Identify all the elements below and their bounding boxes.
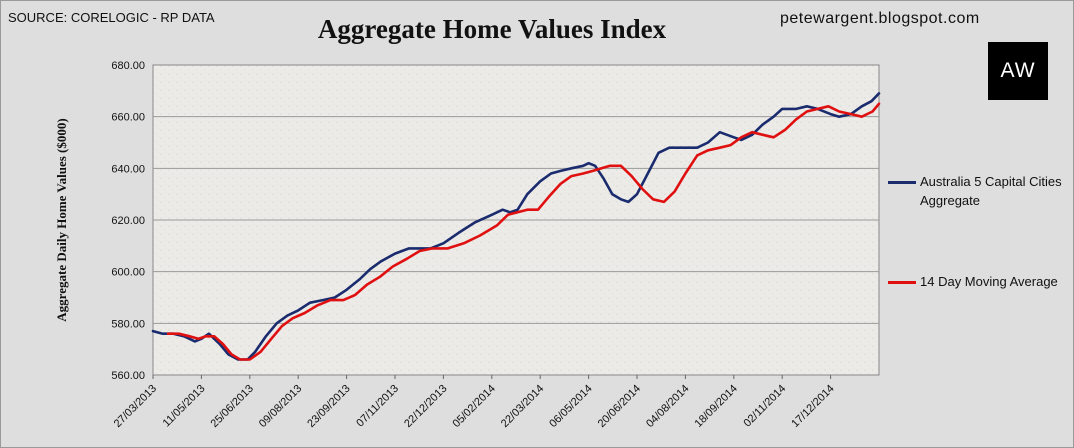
y-tick-label: 560.00 bbox=[111, 370, 145, 382]
x-tick-label: 04/08/2014 bbox=[644, 383, 691, 430]
y-tick-label: 640.00 bbox=[111, 163, 145, 175]
x-tick-label: 22/12/2013 bbox=[402, 383, 449, 430]
chart-title: Aggregate Home Values Index bbox=[317, 14, 667, 44]
y-tick-label: 600.00 bbox=[111, 267, 145, 279]
x-tick-label: 20/06/2014 bbox=[596, 383, 643, 430]
x-tick-label: 02/11/2014 bbox=[741, 383, 788, 430]
x-tick-label: 09/08/2013 bbox=[257, 383, 304, 430]
x-tick-label: 11/05/2013 bbox=[161, 383, 208, 430]
grid-lines bbox=[153, 116, 879, 324]
legend-swatch-avg bbox=[888, 281, 916, 284]
x-tick-label: 25/06/2013 bbox=[209, 383, 256, 430]
x-tick-label: 18/09/2014 bbox=[693, 383, 740, 430]
blog-url: petewargent.blogspot.com bbox=[780, 10, 980, 27]
source-note: SOURCE: CORELOGIC - RP DATA bbox=[8, 10, 215, 25]
aw-logo: AW bbox=[988, 42, 1048, 100]
x-tick-label: 23/09/2013 bbox=[305, 383, 352, 430]
y-tick-label: 620.00 bbox=[111, 215, 145, 227]
legend-swatch-main bbox=[888, 181, 916, 184]
series-layer bbox=[151, 92, 881, 361]
x-tick-label: 07/11/2013 bbox=[354, 383, 401, 430]
y-tick-label: 580.00 bbox=[111, 318, 145, 330]
legend-label-avg: 14 Day Moving Average bbox=[920, 274, 1058, 289]
y-tick-label: 680.00 bbox=[111, 60, 145, 72]
y-axis-ticks: 560.00 580.00 600.00 620.00 640.00 660.00 680.… bbox=[111, 60, 145, 382]
y-axis-label: Aggregate Daily Home Values ($000) bbox=[54, 118, 69, 321]
x-tick-label: 22/03/2014 bbox=[499, 383, 546, 430]
x-tick-label: 05/02/2014 bbox=[451, 383, 498, 430]
x-tick-label: 27/03/2013 bbox=[112, 383, 159, 430]
x-tick-label: 17/12/2014 bbox=[789, 383, 836, 430]
series-line-avg bbox=[166, 102, 881, 361]
series-line-main bbox=[151, 92, 881, 361]
x-tick-label: 06/05/2014 bbox=[547, 383, 594, 430]
x-axis-ticks: 27/03/2013 11/05/2013 25/06/2013 09/08/2013… bbox=[112, 375, 837, 430]
y-tick-label: 660.00 bbox=[111, 112, 145, 124]
legend-label-main: Australia 5 Capital Cities Aggregate bbox=[920, 174, 1062, 208]
